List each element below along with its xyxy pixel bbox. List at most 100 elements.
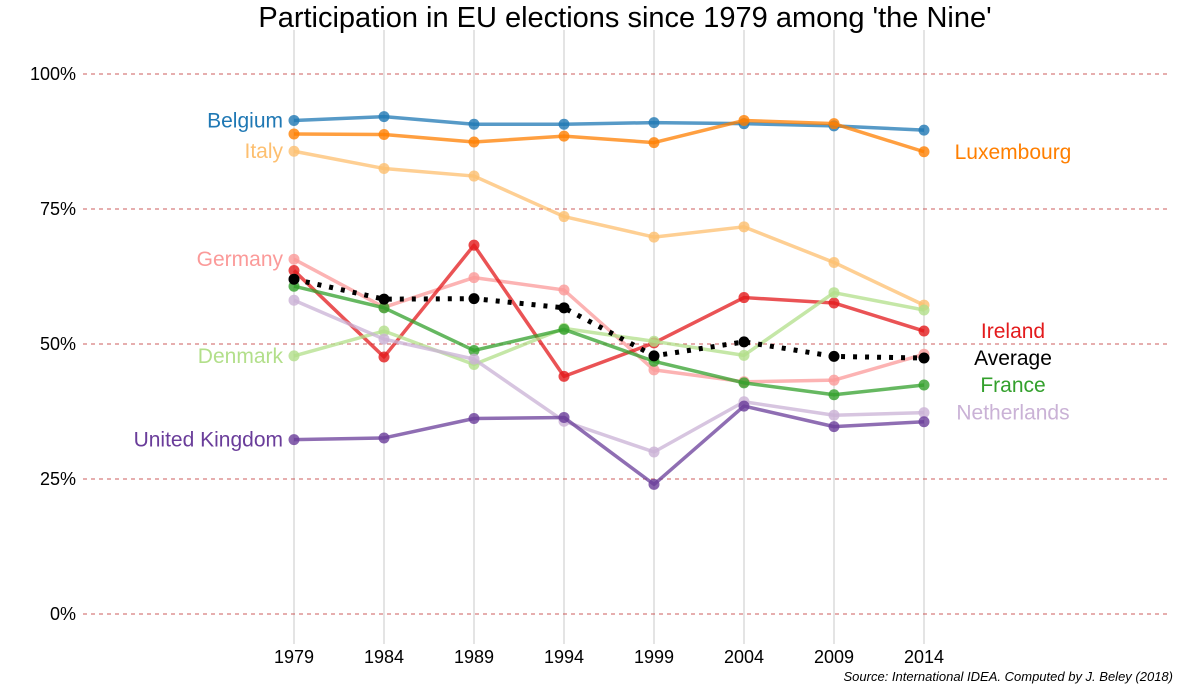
series-line bbox=[293, 118, 925, 154]
data-point bbox=[648, 137, 660, 149]
data-point bbox=[378, 111, 390, 123]
data-point bbox=[288, 434, 300, 446]
data-point bbox=[828, 118, 840, 130]
data-point bbox=[648, 231, 660, 243]
data-point bbox=[918, 352, 930, 364]
data-point bbox=[738, 221, 750, 233]
data-point bbox=[288, 128, 300, 140]
data-point bbox=[288, 253, 300, 265]
series-line bbox=[293, 404, 925, 487]
series-line bbox=[293, 149, 925, 307]
data-point bbox=[918, 304, 930, 316]
series-germany bbox=[288, 253, 930, 388]
series-label-netherlands: Netherlands bbox=[956, 402, 1069, 425]
x-tick-label: 1994 bbox=[544, 647, 584, 667]
data-point bbox=[378, 351, 390, 363]
y-tick-label: 50% bbox=[40, 334, 76, 354]
series-line bbox=[293, 114, 925, 132]
data-point bbox=[648, 446, 660, 458]
data-point bbox=[918, 379, 930, 391]
data-point bbox=[828, 421, 840, 433]
data-point bbox=[648, 117, 660, 129]
data-point bbox=[738, 400, 750, 412]
chart-source: Source: International IDEA. Computed by … bbox=[843, 669, 1173, 684]
y-tick-label: 25% bbox=[40, 469, 76, 489]
series-label-united-kingdom: United Kingdom bbox=[134, 429, 283, 452]
series-label-belgium: Belgium bbox=[207, 109, 283, 132]
data-point bbox=[558, 302, 570, 314]
data-point bbox=[828, 350, 840, 362]
data-point bbox=[558, 323, 570, 335]
data-point bbox=[468, 136, 480, 148]
data-point bbox=[558, 370, 570, 382]
y-tick-label: 100% bbox=[30, 64, 76, 84]
series-lines bbox=[288, 111, 930, 490]
data-point bbox=[828, 374, 840, 386]
series-label-ireland: Ireland bbox=[981, 320, 1045, 343]
data-point bbox=[918, 325, 930, 337]
data-point bbox=[288, 273, 300, 285]
data-point bbox=[828, 409, 840, 421]
x-tick-label: 2009 bbox=[814, 647, 854, 667]
data-point bbox=[378, 128, 390, 140]
data-point bbox=[828, 256, 840, 268]
data-point bbox=[468, 170, 480, 182]
series-label-italy: Italy bbox=[244, 140, 283, 163]
data-point bbox=[558, 284, 570, 296]
data-point bbox=[378, 302, 390, 314]
y-tick-label: 75% bbox=[40, 199, 76, 219]
chart-title: Participation in EU elections since 1979… bbox=[258, 2, 992, 34]
data-point bbox=[288, 265, 300, 277]
series-average bbox=[288, 273, 930, 364]
data-point bbox=[468, 239, 480, 251]
data-point bbox=[648, 335, 660, 347]
series-label-germany: Germany bbox=[197, 248, 284, 271]
data-point bbox=[648, 350, 660, 362]
data-point bbox=[288, 294, 300, 306]
x-tick-label: 1984 bbox=[364, 647, 404, 667]
data-point bbox=[918, 416, 930, 428]
data-point bbox=[288, 114, 300, 126]
data-point bbox=[468, 118, 480, 130]
data-point bbox=[468, 272, 480, 284]
series-france bbox=[288, 280, 930, 401]
data-point bbox=[468, 344, 480, 356]
data-point bbox=[918, 146, 930, 158]
data-point bbox=[738, 377, 750, 389]
data-point bbox=[558, 130, 570, 142]
data-point bbox=[378, 325, 390, 337]
series-label-luxembourg: Luxembourg bbox=[955, 141, 1072, 164]
data-point bbox=[558, 118, 570, 130]
series-labels: Belgium Italy Germany Denmark United Kingdom… bbox=[134, 109, 1072, 451]
series-line bbox=[293, 284, 925, 397]
data-point bbox=[828, 287, 840, 299]
data-point bbox=[558, 211, 570, 223]
data-point bbox=[468, 353, 480, 365]
x-tick-label: 1999 bbox=[634, 647, 674, 667]
data-point bbox=[738, 292, 750, 304]
axis-labels: 1979 1984 1989 1994 1999 2004 2009 2014 0% 25% 50%… bbox=[30, 64, 944, 667]
data-point bbox=[558, 411, 570, 423]
data-point bbox=[828, 389, 840, 401]
data-point bbox=[918, 124, 930, 136]
series-line bbox=[293, 298, 925, 454]
data-point bbox=[828, 297, 840, 309]
data-point bbox=[738, 114, 750, 126]
x-tick-label: 1979 bbox=[274, 647, 314, 667]
series-line bbox=[293, 276, 925, 361]
data-point bbox=[288, 145, 300, 157]
data-point bbox=[468, 293, 480, 305]
data-point bbox=[288, 350, 300, 362]
data-point bbox=[378, 293, 390, 305]
series-italy bbox=[288, 145, 930, 311]
data-point bbox=[738, 336, 750, 348]
data-point bbox=[378, 432, 390, 444]
data-point bbox=[468, 413, 480, 425]
data-point bbox=[648, 478, 660, 490]
data-point bbox=[918, 407, 930, 419]
data-point bbox=[738, 349, 750, 361]
series-label-france: France bbox=[980, 374, 1045, 397]
series-label-average: Average bbox=[974, 347, 1052, 370]
x-tick-label: 1989 bbox=[454, 647, 494, 667]
